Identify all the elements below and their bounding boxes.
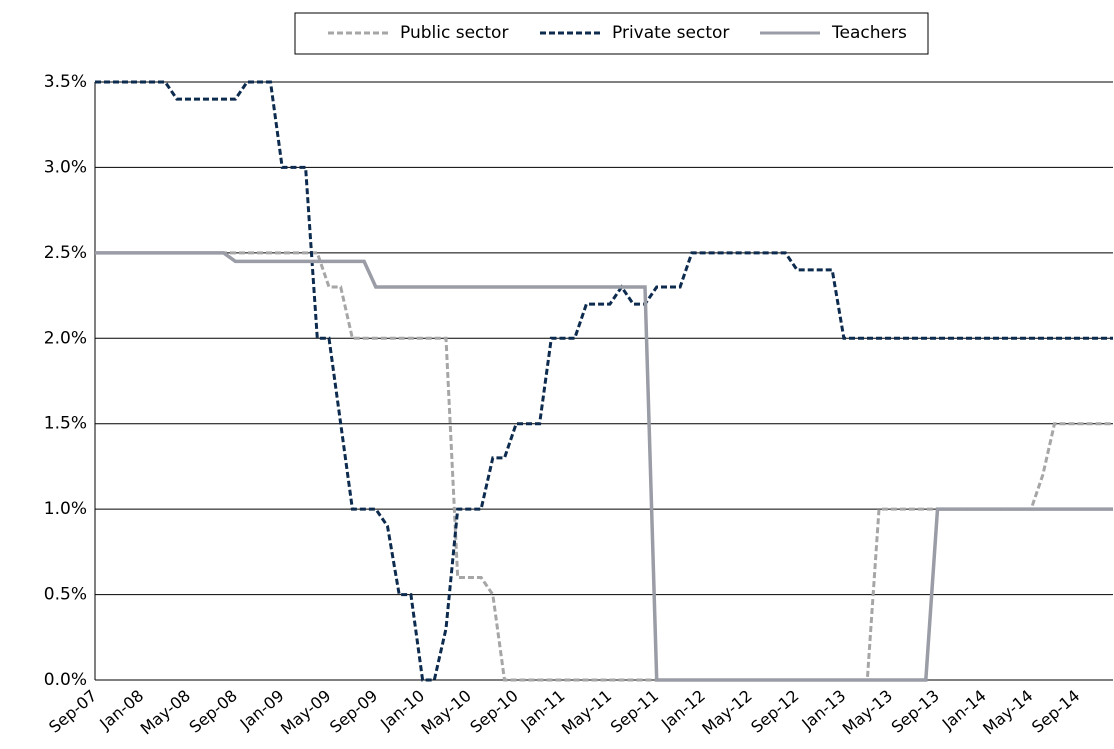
x-tick-label: May-08 [137,686,194,738]
x-tick-label: Sep-07 [45,686,100,737]
x-tick-label: May-11 [558,686,615,738]
legend-label: Public sector [400,23,508,43]
x-tick-label: Sep-10 [466,686,521,737]
x-tick-label: May-10 [418,686,475,738]
legend-label: Teachers [831,23,907,43]
x-tick-label: Sep-11 [607,686,662,737]
y-tick-label: 3.5% [44,72,87,92]
x-tick-label: Sep-08 [186,686,241,737]
series-line [95,251,1113,682]
y-tick-label: 1.0% [44,499,87,519]
y-tick-label: 1.5% [44,414,87,434]
y-tick-label: 3.0% [44,157,87,177]
legend-box [294,12,929,55]
x-tick-label: Sep-14 [1028,686,1083,737]
x-tick-label: Sep-09 [326,686,381,737]
x-tick-label: Sep-12 [747,686,802,737]
y-tick-label: 2.5% [44,243,87,263]
x-tick-label: May-09 [277,686,334,738]
series-line [95,251,1113,682]
x-tick-label: Sep-13 [888,686,943,737]
x-tick-label: May-14 [979,686,1036,738]
series-line [95,80,1113,682]
x-tick-label: May-13 [839,686,896,738]
x-tick-label: May-12 [698,686,755,738]
y-tick-label: 0.5% [44,585,87,605]
y-tick-label: 2.0% [44,328,87,348]
legend-label: Private sector [612,23,729,43]
y-tick-label: 0.0% [44,670,87,690]
